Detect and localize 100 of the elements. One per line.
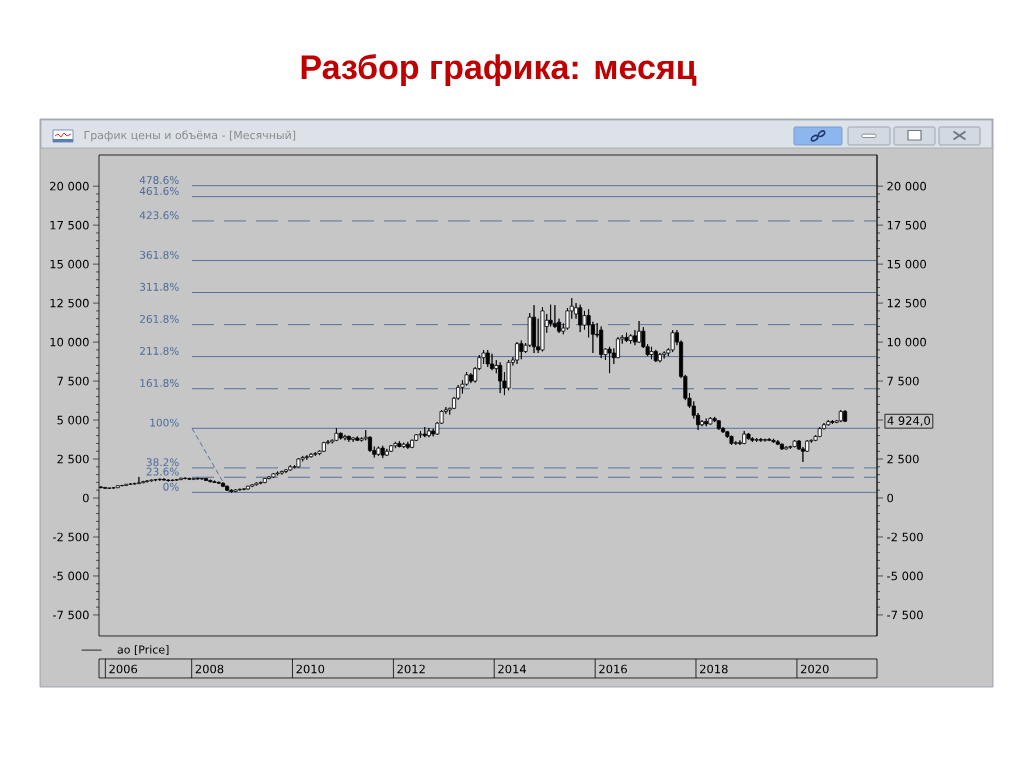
candlestick [746,432,751,440]
y2-tick-label: -2 500 [887,532,923,542]
candlestick [384,448,389,457]
candlestick [540,306,545,352]
x-tick-label: 2018 [700,664,728,674]
text: 4 924,0 [887,416,931,427]
candlestick [426,427,431,438]
candlestick [389,444,394,453]
y-tick-label: 10 000 [50,337,89,347]
candlestick [422,426,427,438]
candlestick [733,440,738,446]
annotation: 23.6% [146,467,179,476]
legend-label: ао [Price] [117,645,169,655]
candlestick [124,483,129,487]
y2-tick-label: -7 500 [887,610,923,620]
candlestick [628,333,633,345]
candlestick [250,483,255,488]
candlestick [296,457,301,468]
x-tick-label: 2006 [109,664,138,674]
candlestick [212,480,217,484]
candlestick [704,418,709,427]
candlestick [279,470,284,476]
candlestick [771,438,776,444]
annotation: 261.8% [140,314,179,323]
candlestick [830,419,835,425]
y-tick-label: 17 500 [50,220,89,230]
candlestick [157,478,162,482]
candlestick [258,481,263,485]
candlestick [267,475,272,480]
candlestick [506,359,511,391]
candlestick [107,487,112,490]
candlestick [351,436,356,443]
candlestick [208,479,213,483]
candlestick [826,419,831,426]
candlestick [166,478,171,483]
candlestick [338,432,343,440]
y-tick-label: 5 000 [57,415,89,425]
candlestick [670,329,675,353]
candlestick [754,437,759,443]
y-tick-label: -2 500 [52,532,89,542]
candlestick [498,361,503,394]
y2-tick-label: 2 500 [887,454,919,464]
candlestick [136,476,141,485]
chart-title: Разбор графика: месяц [301,53,697,86]
candlestick [716,419,721,431]
candlestick [115,484,120,489]
y2-tick-label: -5 000 [887,571,923,581]
candlestick [657,352,662,363]
candlestick [288,464,293,472]
candlestick [321,441,326,453]
x-tick-label: 2008 [195,664,224,674]
candlestick [729,435,734,446]
annotation: 161.8% [140,379,179,387]
candlestick [662,351,667,359]
candlestick [838,409,843,423]
candlestick [515,341,520,365]
candlestick [187,477,192,481]
y-tick-label: 12 500 [50,298,89,308]
x-tick-label: 2020 [800,664,829,674]
candlestick [779,443,784,451]
candlestick [304,454,309,461]
candlestick [767,437,772,442]
candlestick [397,440,402,448]
annotation: 38.2% [146,458,179,467]
candlestick [170,479,175,482]
candlestick [334,427,339,442]
candlestick [141,480,146,484]
y-tick-label: 15 000 [50,259,89,269]
candlestick [355,436,360,442]
candlestick [380,445,385,459]
candlestick [578,304,583,333]
y2-tick-label: 17 500 [887,220,926,230]
candlestick [758,437,763,443]
annotation: 0% [163,482,179,491]
candlestick [229,488,234,494]
candlestick [216,481,221,485]
annotation: 311.8% [140,282,179,291]
candlestick [103,486,108,490]
y-tick-label: -7 500 [52,610,89,620]
candlestick [204,477,209,482]
candlestick [393,441,398,449]
y2-tick-label: 0 [887,493,894,503]
candlestick [599,326,604,359]
candlestick [271,472,276,479]
y-tick-label: 2 500 [57,454,89,464]
x-tick-label: 2012 [397,664,425,674]
annotation: 478.6% [139,176,179,184]
candlestick [149,479,154,483]
chart-subtitle: График цены и объёма - [Месячный] [84,130,296,142]
x-tick-label: 2014 [498,664,527,674]
candlestick [792,439,797,448]
candlestick [624,332,629,343]
candlestick [552,304,557,329]
annotation: 461.6% [139,186,179,195]
candlestick [653,349,658,363]
y-tick-label: 7 500 [57,376,89,386]
y2-tick-label: 10 000 [887,337,926,347]
candlestick [275,471,280,476]
y-tick-label: 0 [82,493,89,503]
x-tick-label: 2016 [599,664,627,674]
